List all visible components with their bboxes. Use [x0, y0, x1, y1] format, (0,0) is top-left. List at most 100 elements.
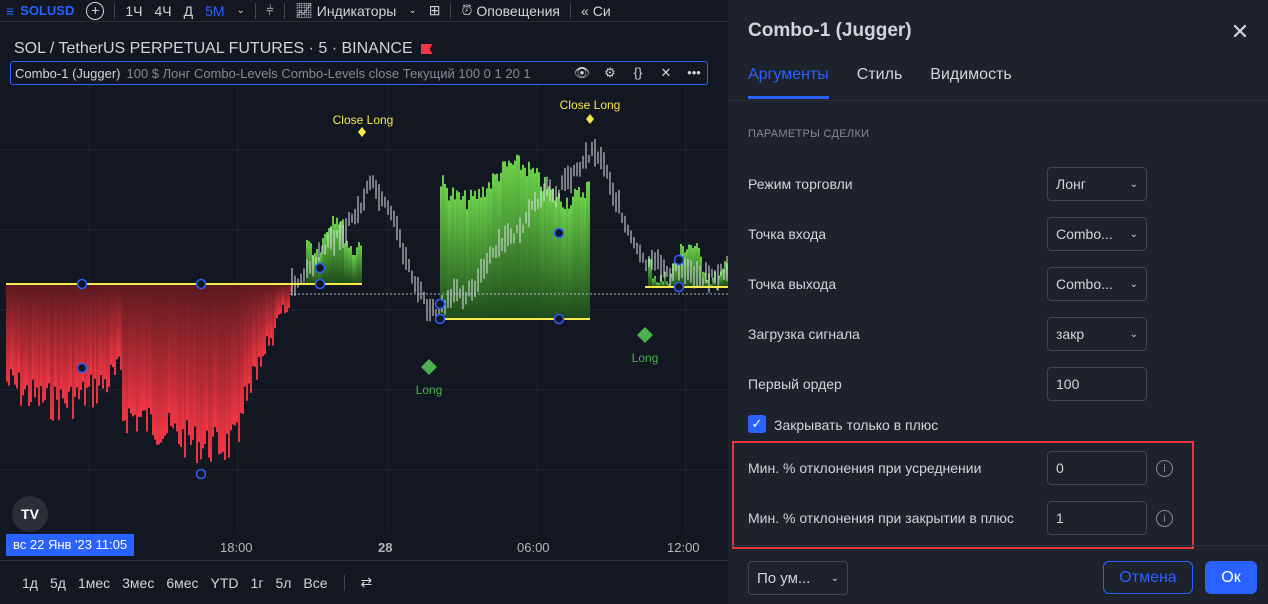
candles: [291, 139, 728, 322]
bear-bar: [54, 284, 56, 387]
signal-load-select[interactable]: закр ⌄: [1047, 317, 1147, 351]
defaults-select[interactable]: По ум... ⌄: [748, 561, 848, 595]
close-icon[interactable]: ✕: [660, 65, 672, 80]
chart-pane[interactable]: Close Long Close Long Long Long SOL / Te…: [0, 22, 728, 560]
bear-bar: [280, 284, 282, 314]
bear-bar: [200, 284, 202, 460]
indicators-dropdown[interactable]: ⌄: [402, 0, 422, 22]
bear-bar: [204, 284, 206, 444]
eye-icon[interactable]: 👁︎: [573, 65, 591, 80]
bear-bar: [118, 284, 120, 357]
source-code-icon[interactable]: {}: [633, 65, 643, 80]
bull-bar: [536, 168, 538, 319]
bull-bar: [348, 247, 350, 284]
info-icon[interactable]: i: [1156, 510, 1173, 527]
close-profit-label[interactable]: Закрывать только в плюс: [774, 417, 939, 433]
bull-bar: [338, 224, 340, 284]
bear-bar: [154, 284, 156, 440]
bull-bar: [332, 215, 334, 284]
gear-icon[interactable]: ⚙︎: [604, 65, 616, 80]
bear-bar: [236, 284, 238, 423]
chart-type-button[interactable]: ⫩: [260, 0, 280, 22]
period-5d[interactable]: 5д: [49, 574, 66, 591]
bull-bar: [454, 199, 456, 319]
bull-bar: [346, 240, 348, 284]
tab-visibility[interactable]: Видимость: [930, 66, 1012, 83]
bull-bar: [478, 188, 480, 319]
interval-5m[interactable]: 5М: [205, 2, 225, 19]
long-marker: [421, 359, 437, 375]
chart-title[interactable]: SOL / TetherUS PERPETUAL FUTURES · 5 · B…: [14, 40, 433, 58]
more-icon[interactable]: •••: [687, 65, 701, 80]
bull-bar: [456, 190, 458, 319]
exit-point-select[interactable]: Combo... ⌄: [1047, 267, 1147, 301]
period-6m[interactable]: 6мес: [166, 574, 199, 591]
first-order-label: Первый ордер: [748, 376, 842, 392]
bear-bar: [176, 284, 178, 432]
bear-bar: [94, 284, 96, 379]
indicator-legend[interactable]: Combo-1 (Jugger) 100 $ Лонг Combo-Levels…: [10, 61, 708, 85]
bear-bar: [134, 284, 136, 415]
close-profit-checkbox[interactable]: ✓: [748, 415, 766, 433]
flag-icon[interactable]: [420, 44, 433, 54]
info-icon[interactable]: i: [1156, 460, 1173, 477]
min-dev-avg-input[interactable]: [1047, 451, 1147, 485]
bull-bar: [712, 277, 714, 287]
bear-bar: [198, 284, 200, 443]
divider: [114, 2, 116, 19]
add-symbol-button[interactable]: +: [80, 0, 110, 22]
bull-bar: [716, 287, 718, 291]
bull-bar: [476, 199, 478, 319]
bear-bar: [22, 284, 24, 396]
interval-1d[interactable]: Д: [183, 2, 194, 19]
interval-dropdown[interactable]: ⌄: [231, 0, 251, 22]
indicators-button[interactable]: 📈︎ Индикаторы: [289, 0, 402, 22]
bear-bar: [56, 284, 58, 400]
bull-bar: [474, 190, 476, 319]
crosshair-date-badge: вс 22 Янв '23 11:05: [6, 534, 135, 556]
first-order-input[interactable]: [1047, 367, 1147, 401]
order-dot: [553, 313, 565, 325]
bear-bar: [8, 284, 10, 386]
tradingview-logo[interactable]: TV: [12, 496, 48, 532]
period-1m[interactable]: 1мес: [77, 574, 111, 591]
cancel-button[interactable]: Отмена: [1103, 561, 1193, 594]
symbol-search[interactable]: ≡ SOLUSD: [0, 0, 80, 22]
bear-bar: [102, 284, 104, 389]
replay-button[interactable]: « Си: [575, 0, 617, 22]
bull-bar: [700, 256, 702, 287]
alerts-button[interactable]: ⏰︎ Оповещения: [455, 0, 566, 22]
period-1y[interactable]: 1г: [250, 574, 264, 591]
close-dialog-button[interactable]: ✕: [1226, 18, 1254, 46]
interval-4h[interactable]: 4Ч: [154, 2, 172, 19]
bull-bar: [528, 161, 530, 319]
bull-bar: [550, 189, 552, 319]
top-toolbar: ≡ SOLUSD + 1Ч 4Ч Д 5М ⌄ ⫩ 📈︎ Индикаторы …: [0, 0, 728, 22]
period-1d[interactable]: 1д: [22, 574, 38, 591]
tab-style[interactable]: Стиль: [856, 66, 903, 83]
bull-bar: [462, 195, 464, 319]
divider: [450, 2, 452, 19]
min-dev-close-input[interactable]: [1047, 501, 1147, 535]
tab-arguments[interactable]: Аргументы: [748, 66, 829, 99]
bull-bar: [558, 192, 560, 319]
period-all[interactable]: Все: [303, 574, 328, 591]
alarm-clock-icon: ⏰︎: [461, 2, 473, 18]
period-3m[interactable]: 3мес: [122, 574, 155, 591]
period-5y[interactable]: 5л: [275, 574, 292, 591]
date-range-icon[interactable]: ⇄: [360, 574, 373, 590]
time-axis[interactable]: 18:00 28 06:00 12:00: [0, 534, 728, 560]
trade-mode-select[interactable]: Лонг ⌄: [1047, 167, 1147, 201]
order-dot: [673, 281, 685, 293]
price-chart[interactable]: Close Long Close Long Long Long: [0, 22, 728, 534]
bear-bar: [52, 284, 54, 421]
period-ytd[interactable]: YTD: [210, 574, 239, 591]
ok-button[interactable]: Ок: [1205, 561, 1257, 594]
bull-bar: [324, 233, 326, 284]
interval-1h[interactable]: 1Ч: [125, 2, 143, 19]
bull-bar: [560, 201, 562, 319]
entry-point-select[interactable]: Combo... ⌄: [1047, 217, 1147, 251]
bull-bar: [698, 247, 700, 287]
bear-bar: [36, 284, 38, 388]
layouts-button[interactable]: ⊞: [423, 0, 447, 22]
